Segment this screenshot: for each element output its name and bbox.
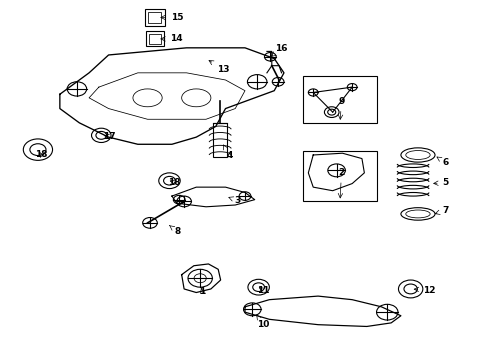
Text: 9: 9 <box>338 97 344 119</box>
Text: 15: 15 <box>161 13 183 22</box>
Bar <box>148 34 161 44</box>
Text: 4: 4 <box>223 145 233 160</box>
Bar <box>303 152 376 202</box>
Text: 7: 7 <box>435 206 449 215</box>
Bar <box>146 31 164 46</box>
Bar <box>148 12 161 23</box>
Text: 6: 6 <box>437 157 449 167</box>
Text: 10: 10 <box>256 315 269 329</box>
Text: 1: 1 <box>199 287 205 296</box>
Bar <box>213 123 227 157</box>
Text: 11: 11 <box>257 285 270 294</box>
Text: 18: 18 <box>35 150 48 159</box>
Bar <box>303 76 376 123</box>
Text: 2: 2 <box>338 168 344 198</box>
Text: 5: 5 <box>434 178 449 187</box>
Text: 14: 14 <box>161 35 183 44</box>
Text: 8: 8 <box>170 225 181 236</box>
Bar <box>145 9 165 26</box>
Text: 3: 3 <box>229 196 241 205</box>
Text: 16: 16 <box>271 44 288 56</box>
Text: 12: 12 <box>414 285 436 294</box>
Text: 13: 13 <box>209 60 229 74</box>
Text: 18: 18 <box>168 177 181 186</box>
Text: 17: 17 <box>103 132 116 141</box>
